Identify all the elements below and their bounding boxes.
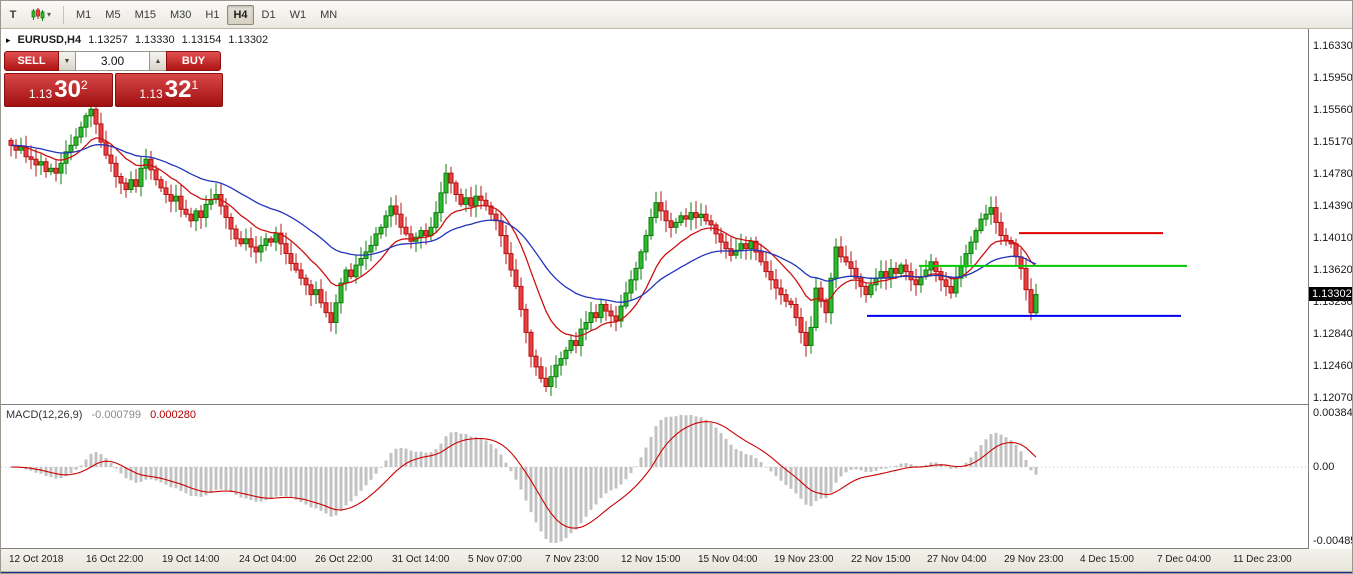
volume-input[interactable]: 3.00 bbox=[75, 51, 150, 71]
symbol-timeframe-label: EURUSD,H4 bbox=[17, 34, 82, 46]
time-axis-label: 15 Nov 04:00 bbox=[698, 554, 758, 565]
price-axis-label: 1.14010 bbox=[1313, 232, 1353, 244]
chevron-down-icon: ▾ bbox=[47, 10, 52, 19]
time-axis-label: 26 Oct 22:00 bbox=[315, 554, 373, 565]
time-axis-label: 7 Nov 23:00 bbox=[545, 554, 599, 565]
macd-axis-max: 0.003847 bbox=[1313, 407, 1353, 419]
time-axis-label: 19 Nov 23:00 bbox=[774, 554, 834, 565]
timeframe-button-m15[interactable]: M15 bbox=[134, 8, 156, 21]
toolbar-letter-button[interactable]: T bbox=[9, 8, 17, 21]
macd-label: MACD(12,26,9) -0.000799 0.000280 bbox=[6, 409, 196, 421]
timeframe-button-m1[interactable]: M1 bbox=[76, 8, 92, 21]
ohlc-high: 1.13330 bbox=[134, 34, 175, 46]
current-price-value: 1.13302 bbox=[1312, 288, 1352, 300]
timeframe-button-mn[interactable]: MN bbox=[320, 8, 338, 21]
toolbar: T ▾ M1 M5 M15 M30 H1 H4 D1 W1 MN bbox=[1, 1, 1352, 29]
time-axis-label: 27 Nov 04:00 bbox=[927, 554, 987, 565]
price-axis-label: 1.14390 bbox=[1313, 200, 1353, 212]
triangle-marker-icon: ▸ bbox=[6, 34, 11, 45]
time-axis-label: 12 Oct 2018 bbox=[9, 554, 64, 565]
macd-indicator-pane[interactable]: MACD(12,26,9) -0.000799 0.000280 bbox=[1, 405, 1352, 549]
chart-type-button[interactable]: ▾ bbox=[25, 5, 57, 25]
time-axis-label: 7 Dec 04:00 bbox=[1157, 554, 1211, 565]
price-axis-label: 1.12070 bbox=[1313, 392, 1353, 404]
window-bottom-edge bbox=[1, 572, 1352, 573]
timeframe-button-d1[interactable]: D1 bbox=[261, 8, 276, 21]
timeframe-button-w1[interactable]: W1 bbox=[289, 8, 307, 21]
bid-price-button[interactable]: 1.13 30 2 bbox=[4, 73, 113, 107]
macd-axis-zero: 0.00 bbox=[1313, 461, 1335, 473]
macd-chart-canvas[interactable] bbox=[1, 405, 1308, 548]
volume-increase-button[interactable]: ▲ bbox=[150, 51, 166, 71]
price-axis-label: 1.12840 bbox=[1313, 328, 1353, 340]
volume-decrease-button[interactable]: ▼ bbox=[59, 51, 75, 71]
price-axis-label: 1.15560 bbox=[1313, 104, 1353, 116]
time-axis-label: 12 Nov 15:00 bbox=[621, 554, 681, 565]
time-axis-label: 4 Dec 15:00 bbox=[1080, 554, 1134, 565]
ask-price-button[interactable]: 1.13 32 1 bbox=[114, 73, 223, 107]
time-axis-label: 24 Oct 04:00 bbox=[239, 554, 297, 565]
macd-axis-min: -0.004856 bbox=[1313, 535, 1352, 547]
time-axis[interactable]: 12 Oct 2018 16 Oct 22:00 19 Oct 14:00 24 Oc… bbox=[1, 549, 1352, 572]
price-axis-label: 1.12460 bbox=[1313, 360, 1353, 372]
ohlc-open: 1.13257 bbox=[88, 34, 128, 46]
one-click-trading-panel: SELL ▼ 3.00 ▲ BUY 1.13 30 2 1.13 32 1 bbox=[4, 51, 223, 107]
macd-signal-value: 0.000280 bbox=[150, 409, 196, 421]
bid-price-prefix: 1.13 bbox=[28, 86, 53, 101]
candlestick-chart-canvas[interactable] bbox=[1, 29, 1308, 404]
price-axis-label: 1.15950 bbox=[1313, 72, 1353, 84]
time-axis-label: 5 Nov 07:00 bbox=[468, 554, 522, 565]
ask-price-pipette: 1 bbox=[191, 77, 199, 92]
timeframe-buttons: M1 M5 M15 M30 H1 H4 D1 W1 MN bbox=[70, 4, 343, 25]
price-axis-label: 1.13620 bbox=[1313, 264, 1353, 276]
time-axis-label: 19 Oct 14:00 bbox=[162, 554, 220, 565]
buy-button[interactable]: BUY bbox=[166, 51, 221, 71]
macd-name: MACD(12,26,9) bbox=[6, 409, 83, 421]
timeframe-button-h1[interactable]: H1 bbox=[205, 8, 220, 21]
time-axis-label: 16 Oct 22:00 bbox=[86, 554, 144, 565]
price-axis-label: 1.14780 bbox=[1313, 168, 1353, 180]
timeframe-button-m5[interactable]: M5 bbox=[105, 8, 121, 21]
time-axis-label: 31 Oct 14:00 bbox=[392, 554, 450, 565]
candlestick-chart-icon bbox=[31, 8, 45, 21]
toolbar-separator bbox=[63, 5, 65, 24]
bid-price-big-digits: 30 bbox=[54, 76, 81, 103]
timeframe-button-h4[interactable]: H4 bbox=[227, 4, 254, 25]
price-axis[interactable]: 0.003847 0.00 -0.004856 1.13302 1.16330 1… bbox=[1309, 29, 1353, 549]
ohlc-low: 1.13154 bbox=[181, 34, 222, 46]
price-scale-separator bbox=[1308, 29, 1309, 549]
time-axis-label: 11 Dec 23:00 bbox=[1233, 554, 1292, 565]
macd-main-value: -0.000799 bbox=[91, 409, 142, 421]
time-axis-label: 29 Nov 23:00 bbox=[1004, 554, 1064, 565]
bid-price-pipette: 2 bbox=[80, 77, 88, 92]
price-axis-label: 1.13230 bbox=[1313, 296, 1353, 308]
ask-price-big-digits: 32 bbox=[164, 76, 192, 103]
chart-header: ▸ EURUSD,H4 1.13257 1.13330 1.13154 1.13… bbox=[6, 34, 268, 46]
sell-button[interactable]: SELL bbox=[4, 51, 59, 71]
price-axis-label: 1.16330 bbox=[1313, 40, 1353, 52]
time-axis-label: 22 Nov 15:00 bbox=[851, 554, 911, 565]
main-chart-pane[interactable]: ▸ EURUSD,H4 1.13257 1.13330 1.13154 1.13… bbox=[1, 29, 1352, 405]
ohlc-close: 1.13302 bbox=[228, 34, 269, 46]
ask-price-prefix: 1.13 bbox=[139, 86, 163, 101]
price-axis-label: 1.15170 bbox=[1313, 136, 1353, 148]
current-price-tag: 1.13302 bbox=[1309, 287, 1352, 301]
timeframe-button-m30[interactable]: M30 bbox=[169, 8, 192, 21]
